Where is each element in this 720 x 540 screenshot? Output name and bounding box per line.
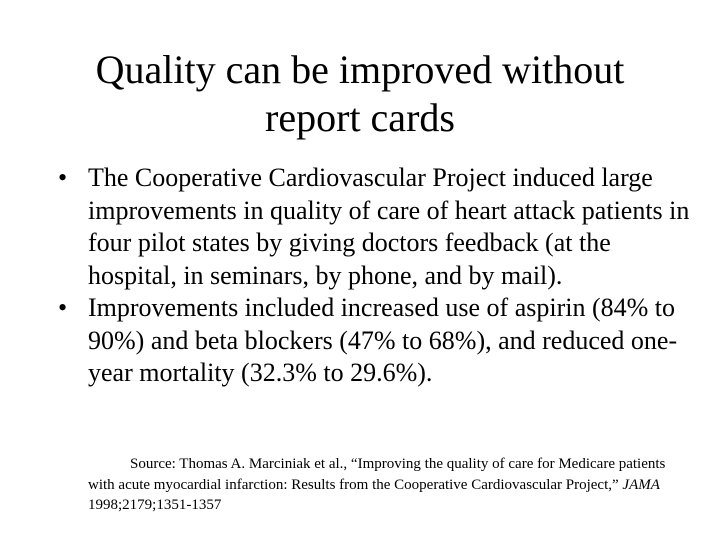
slide-title: Quality can be improved without report c… bbox=[40, 46, 680, 142]
bullet-list: • The Cooperative Cardiovascular Project… bbox=[58, 162, 698, 390]
bullet-item: • The Cooperative Cardiovascular Project… bbox=[58, 162, 698, 292]
bullet-item: • Improvements included increased use of… bbox=[58, 292, 698, 390]
bullet-text: The Cooperative Cardiovascular Project i… bbox=[88, 163, 690, 290]
title-line-2: report cards bbox=[265, 95, 455, 140]
bullet-icon: • bbox=[58, 163, 68, 192]
source-suffix: 1998;2179;1351-1357 bbox=[88, 497, 222, 513]
title-line-1: Quality can be improved without bbox=[95, 47, 625, 92]
source-journal: JAMA bbox=[622, 476, 660, 493]
bullet-icon: • bbox=[58, 293, 68, 322]
bullet-text: Improvements included increased use of a… bbox=[88, 293, 678, 387]
source-prefix: Source: Thomas A. Marciniak et al., “Imp… bbox=[88, 456, 666, 493]
source-citation: Source: Thomas A. Marciniak et al., “Imp… bbox=[88, 454, 688, 516]
